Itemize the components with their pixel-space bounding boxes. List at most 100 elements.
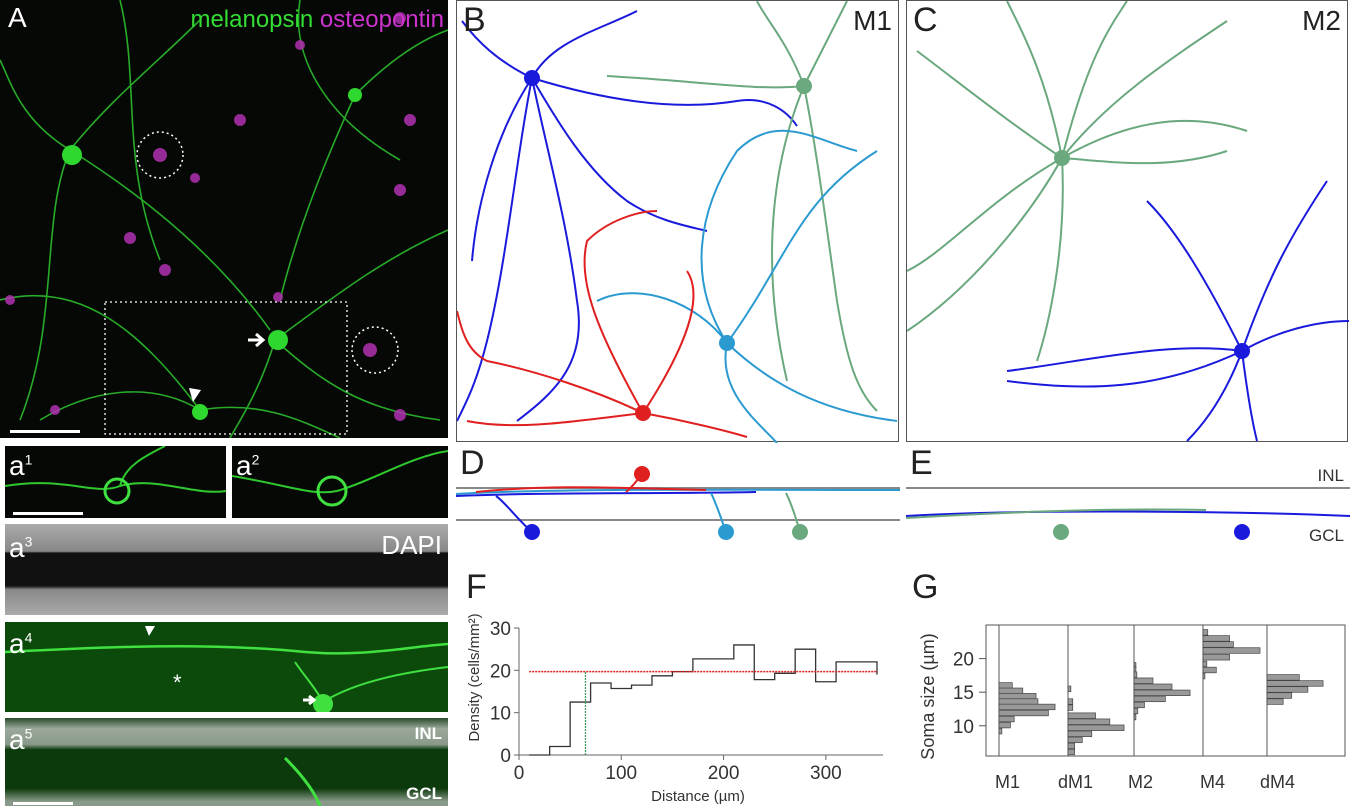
y-tick-label: 10 bbox=[490, 704, 511, 725]
y-tick-label: 30 bbox=[490, 619, 511, 640]
inset-box bbox=[104, 301, 348, 435]
histogram-bar-dM1 bbox=[1067, 685, 1072, 692]
histogram-bar-M1 bbox=[998, 698, 1039, 705]
panel-label: A bbox=[8, 2, 27, 33]
histogram-bar-M2 bbox=[1133, 713, 1137, 721]
histogram-bar-dM1 bbox=[1067, 742, 1076, 750]
soma-size-chart: 10 15 20 Soma size (µm) M1 dM1 M2 M4 dM4 bbox=[918, 624, 1346, 792]
histogram-bar-dM4 bbox=[1266, 698, 1284, 705]
panel-label: E bbox=[910, 444, 933, 482]
panel-label: a bbox=[9, 628, 25, 659]
category-label: M1 bbox=[995, 772, 1020, 792]
y-tick-label: 15 bbox=[953, 683, 974, 704]
histogram-bar-M1 bbox=[998, 687, 1024, 694]
histogram-bar-dM1 bbox=[1067, 704, 1074, 711]
arrowhead-icon bbox=[145, 626, 155, 636]
histogram-bar-dM1 bbox=[1067, 748, 1076, 756]
histogram-bar-M4 bbox=[1202, 672, 1206, 680]
histogram-bar-M4 bbox=[1202, 629, 1209, 636]
plot-frame bbox=[985, 624, 1346, 757]
panel-a5: a5 INL GCL bbox=[5, 718, 448, 807]
histogram-bar-M2 bbox=[1133, 683, 1173, 690]
histogram-bar-M2 bbox=[1133, 677, 1154, 684]
asterisk-mark: * bbox=[173, 670, 182, 695]
histogram-bar-M2 bbox=[1133, 666, 1137, 673]
panel-a3-dapi: a3 DAPI bbox=[5, 524, 448, 615]
arrow-icon bbox=[248, 332, 266, 348]
histogram-bar-dM1 bbox=[1067, 724, 1125, 731]
panel-label: B bbox=[463, 1, 486, 39]
histogram-bar-dM1 bbox=[1067, 712, 1096, 719]
histogram-bar-M1 bbox=[998, 682, 1013, 689]
panel-label: a bbox=[9, 724, 25, 755]
inl-label: INL bbox=[414, 724, 442, 743]
panel-a4: a4 * bbox=[4, 622, 449, 714]
histogram-bar-M4 bbox=[1202, 666, 1217, 674]
cell-type-label: M1 bbox=[853, 5, 892, 36]
stain-label-melanopsin: melanopsin bbox=[190, 6, 314, 33]
y-tick-label: 20 bbox=[490, 661, 511, 682]
x-tick-label: 0 bbox=[514, 763, 525, 784]
panel-label: a bbox=[9, 532, 25, 563]
x-tick-label: 200 bbox=[708, 763, 740, 784]
panel-label: a bbox=[9, 450, 25, 481]
histogram-bar-dM4 bbox=[1266, 692, 1293, 699]
histogram-bar-dM4 bbox=[1266, 680, 1324, 687]
histogram-bar-M2 bbox=[1133, 671, 1138, 678]
category-label: M2 bbox=[1128, 772, 1153, 792]
histogram-bar-M1 bbox=[998, 721, 1011, 729]
histogram-bar-M1 bbox=[998, 709, 1049, 717]
histogram-bar-dM4 bbox=[1266, 686, 1309, 693]
histogram-bar-dM1 bbox=[1067, 736, 1083, 744]
scale-bar bbox=[10, 430, 80, 433]
histogram-bar-dM4 bbox=[1266, 674, 1300, 681]
histogram-bar-M2 bbox=[1133, 695, 1166, 703]
histogram-bar-M1 bbox=[998, 715, 1015, 723]
x-tick-label: 100 bbox=[605, 763, 637, 784]
y-axis-label: Soma size (µm) bbox=[918, 633, 938, 759]
panel-b-m1-tracing: B M1 bbox=[456, 0, 899, 444]
panel-label: G bbox=[912, 568, 939, 606]
dotted-circle bbox=[136, 131, 184, 179]
arrowhead-icon bbox=[189, 388, 201, 402]
category-label: dM4 bbox=[1260, 772, 1295, 792]
histogram-bar-dM1 bbox=[1067, 730, 1093, 737]
histogram-bar-M2 bbox=[1133, 701, 1145, 709]
histogram-bar-M4 bbox=[1202, 641, 1234, 648]
panel-e-side-view: E INL GCL bbox=[905, 444, 1350, 548]
arrow-icon bbox=[303, 694, 317, 706]
category-label: M4 bbox=[1200, 772, 1225, 792]
panel-label: a bbox=[236, 450, 252, 481]
panel-a2: a2 bbox=[232, 446, 448, 518]
neuron-image bbox=[0, 0, 448, 438]
histogram-bar-M4 bbox=[1202, 660, 1208, 668]
gcl-label: GCL bbox=[1309, 526, 1344, 545]
density-step-line bbox=[529, 644, 878, 756]
panel-a-micrograph: A melanopsin osteopontin bbox=[0, 0, 448, 438]
histogram-bar-M1 bbox=[998, 727, 1003, 735]
y-tick-label: 0 bbox=[500, 746, 511, 767]
histogram-bar-M2 bbox=[1133, 689, 1191, 697]
panel-label: F bbox=[466, 568, 487, 606]
x-axis-label: Distance (µm) bbox=[651, 788, 745, 805]
density-chart: 0 100 200 300 0 10 20 30 Distance (µm) Density (c… bbox=[466, 613, 883, 805]
inl-label: INL bbox=[1317, 466, 1344, 485]
panel-label: C bbox=[913, 1, 938, 39]
histogram-bar-M1 bbox=[998, 693, 1037, 700]
histogram-bar-dM1 bbox=[1067, 718, 1111, 725]
histogram-bar-M4 bbox=[1202, 654, 1230, 661]
histogram-bar-M1 bbox=[998, 703, 1056, 711]
panel-c-m2-tracing: C M2 bbox=[906, 0, 1350, 442]
y-axis-label: Density (cells/mm²) bbox=[466, 613, 483, 741]
histogram-bar-dM1 bbox=[1067, 698, 1074, 705]
dapi-label: DAPI bbox=[381, 530, 442, 560]
histogram-bar-M4 bbox=[1202, 635, 1230, 642]
panel-a1: a1 bbox=[5, 446, 226, 518]
cell-type-label: M2 bbox=[1302, 5, 1341, 36]
y-tick-label: 10 bbox=[953, 717, 974, 738]
panel-label: D bbox=[460, 444, 485, 482]
histogram-bar-M4 bbox=[1202, 647, 1261, 654]
stain-label-osteopontin: osteopontin bbox=[319, 6, 444, 33]
x-tick-label: 300 bbox=[810, 763, 842, 784]
histogram-bar-M2 bbox=[1133, 707, 1139, 715]
